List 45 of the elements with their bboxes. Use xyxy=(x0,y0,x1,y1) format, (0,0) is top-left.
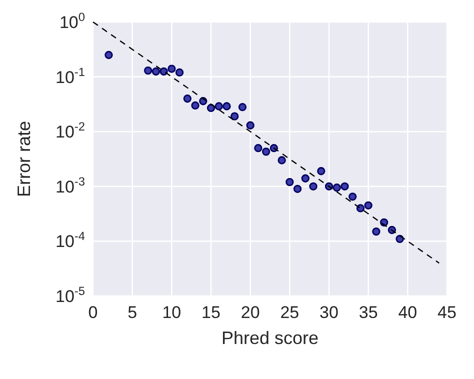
x-tick-label: 15 xyxy=(202,303,220,322)
point xyxy=(230,112,239,120)
y-tick-label: 10$^{-1}$ xyxy=(56,64,86,87)
point xyxy=(238,103,247,112)
point xyxy=(214,102,223,110)
point xyxy=(246,121,254,130)
x-tick-label: 30 xyxy=(320,303,338,322)
x-tick-label: 40 xyxy=(398,303,418,322)
point xyxy=(301,174,310,182)
point xyxy=(191,101,200,110)
y-axis-title: Error rate xyxy=(14,120,34,198)
y-tick-label: 10$^{-3}$ xyxy=(56,174,86,196)
x-tick-label: 5 xyxy=(128,303,138,322)
point xyxy=(262,148,270,156)
point xyxy=(348,192,357,201)
point xyxy=(340,182,349,190)
point xyxy=(160,67,168,76)
point xyxy=(144,66,152,75)
point xyxy=(293,184,302,193)
point xyxy=(152,67,160,76)
y-tick-label: 10$^{-2}$ xyxy=(56,120,86,142)
x-tick-label: 35 xyxy=(358,303,378,322)
point xyxy=(372,227,380,236)
x-tick-label: 20 xyxy=(240,303,260,322)
x-axis-title: Phred score xyxy=(221,328,319,348)
point xyxy=(183,94,192,103)
point xyxy=(286,178,294,186)
point xyxy=(168,64,176,73)
point xyxy=(222,102,231,110)
x-tick-label: 45 xyxy=(438,303,456,322)
x-tick-label: 0 xyxy=(88,303,98,322)
point xyxy=(309,182,318,190)
point xyxy=(364,201,372,210)
y-tick-label: 10$^{-5}$ xyxy=(56,284,86,306)
point xyxy=(317,167,326,176)
x-tick-label: 25 xyxy=(280,303,300,322)
point xyxy=(206,104,216,112)
point xyxy=(175,68,184,77)
point xyxy=(332,184,341,192)
y-tick-label: 10$^{-4}$ xyxy=(56,229,86,252)
point xyxy=(104,50,113,60)
point xyxy=(278,156,286,164)
point xyxy=(254,144,262,152)
y-tick-label: 10$^{0}$ xyxy=(59,10,86,32)
x-tick-label: 10 xyxy=(162,303,182,322)
